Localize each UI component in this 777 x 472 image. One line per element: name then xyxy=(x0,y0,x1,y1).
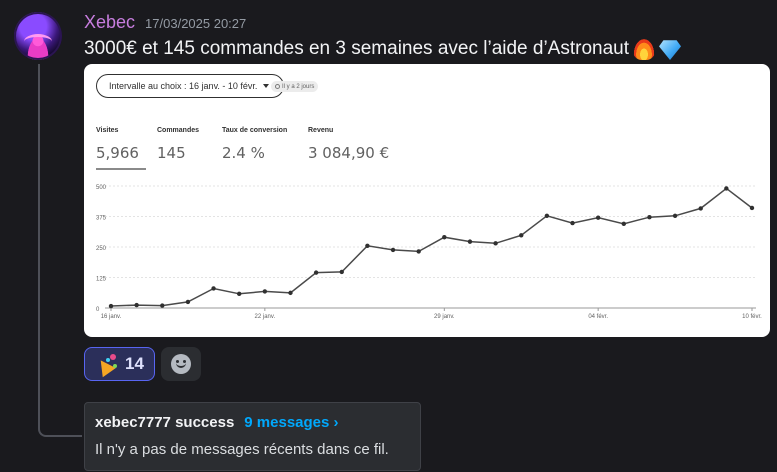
data-point xyxy=(442,235,447,240)
thread-message-count[interactable]: 9 messages › xyxy=(244,414,339,431)
data-point xyxy=(185,299,191,305)
avatar[interactable] xyxy=(14,12,62,60)
image-attachment[interactable]: Intervalle au choix : 16 janv. - 10 févr… xyxy=(84,64,770,337)
gem-icon xyxy=(659,40,682,60)
data-point xyxy=(749,205,755,211)
data-point xyxy=(519,233,524,238)
metric-label: Commandes xyxy=(157,127,200,134)
y-tick-label: 500 xyxy=(96,185,107,191)
data-point xyxy=(313,270,319,275)
data-point xyxy=(134,302,139,308)
fire-icon xyxy=(633,38,656,60)
party-popper-icon xyxy=(95,353,117,375)
metric-orders: Commandes 145 xyxy=(157,127,199,162)
y-tick-label: 250 xyxy=(96,246,107,252)
metric-revenue: Revenu 3 084,90 € xyxy=(308,127,389,162)
metric-conversion: Taux de conversion 2.4 % xyxy=(222,127,287,162)
ago-badge: Il y a 2 jours xyxy=(271,81,319,92)
data-point xyxy=(237,291,242,297)
reactions-bar: 14 xyxy=(84,347,201,381)
thread-card[interactable]: xebec7777 success 9 messages › Il n'y a … xyxy=(84,402,421,471)
thread-header: xebec7777 success 9 messages › xyxy=(95,414,410,431)
data-point xyxy=(493,241,498,246)
data-point xyxy=(672,213,678,218)
y-tick-label: 0 xyxy=(96,307,100,313)
thread-name[interactable]: xebec7777 success xyxy=(95,414,235,431)
date-range-select: Intervalle au choix : 16 janv. - 10 févr… xyxy=(96,74,285,98)
data-point xyxy=(339,269,344,275)
thread-preview: Il n'y a pas de messages récents dans ce… xyxy=(95,441,389,458)
metric-label: Visites xyxy=(96,127,119,134)
message-text: 3000€ et 145 commandes en 3 semaines ave… xyxy=(84,38,630,59)
clock-icon xyxy=(275,84,280,89)
data-point xyxy=(698,206,703,211)
metric-label: Taux de conversion xyxy=(222,127,288,134)
metric-value: 2.4 % xyxy=(222,144,265,162)
data-point xyxy=(160,303,165,308)
add-reaction-button[interactable] xyxy=(160,347,201,381)
data-point xyxy=(365,243,370,248)
data-point xyxy=(724,186,729,191)
date-range-label: Intervalle au choix : 16 janv. - 10 févr… xyxy=(109,81,258,91)
message-content: 3000€ et 145 commandes en 3 semaines ave… xyxy=(84,38,682,60)
metric-visits: Visites 5,966 xyxy=(96,127,139,162)
data-point xyxy=(570,220,575,226)
x-tick-label: 04 févr. xyxy=(588,314,608,320)
metric-value: 145 xyxy=(157,144,186,162)
data-point xyxy=(621,221,626,227)
thread-connector-line xyxy=(38,64,82,437)
ago-badge-label: Il y a 2 jours xyxy=(282,83,315,90)
reaction-count: 14 xyxy=(125,354,144,373)
x-tick-label: 10 févr. xyxy=(742,314,762,320)
y-tick-label: 125 xyxy=(96,277,107,283)
metric-value: 5,966 xyxy=(96,144,139,162)
data-point xyxy=(647,215,652,220)
data-point xyxy=(108,303,114,309)
data-point xyxy=(467,239,473,244)
selected-metric-underline xyxy=(96,168,146,170)
data-point xyxy=(416,249,421,254)
x-tick-label: 16 janv. xyxy=(101,314,122,320)
data-point xyxy=(211,286,216,291)
x-tick-label: 22 janv. xyxy=(255,314,276,320)
data-point xyxy=(390,247,396,253)
data-point xyxy=(288,290,293,296)
data-point xyxy=(544,213,550,218)
smile-icon xyxy=(170,354,191,374)
data-point xyxy=(262,289,268,294)
username[interactable]: Xebec xyxy=(84,12,136,32)
x-tick-label: 29 janv. xyxy=(434,314,455,320)
timestamp: 17/03/2025 20:27 xyxy=(145,16,247,31)
reaction-party-popper[interactable]: 14 xyxy=(84,347,155,381)
visits-line-chart: 0 125 250 375 500 16 janv. 22 janv. 29 janv. 04 … xyxy=(96,185,762,320)
data-point xyxy=(595,215,601,220)
message-header: Xebec 17/03/2025 20:27 xyxy=(84,12,246,33)
metric-value: 3 084,90 € xyxy=(308,144,390,162)
caret-down-icon xyxy=(263,84,270,88)
series-line xyxy=(110,187,753,307)
metric-label: Revenu xyxy=(308,127,334,134)
y-tick-label: 375 xyxy=(96,216,107,222)
